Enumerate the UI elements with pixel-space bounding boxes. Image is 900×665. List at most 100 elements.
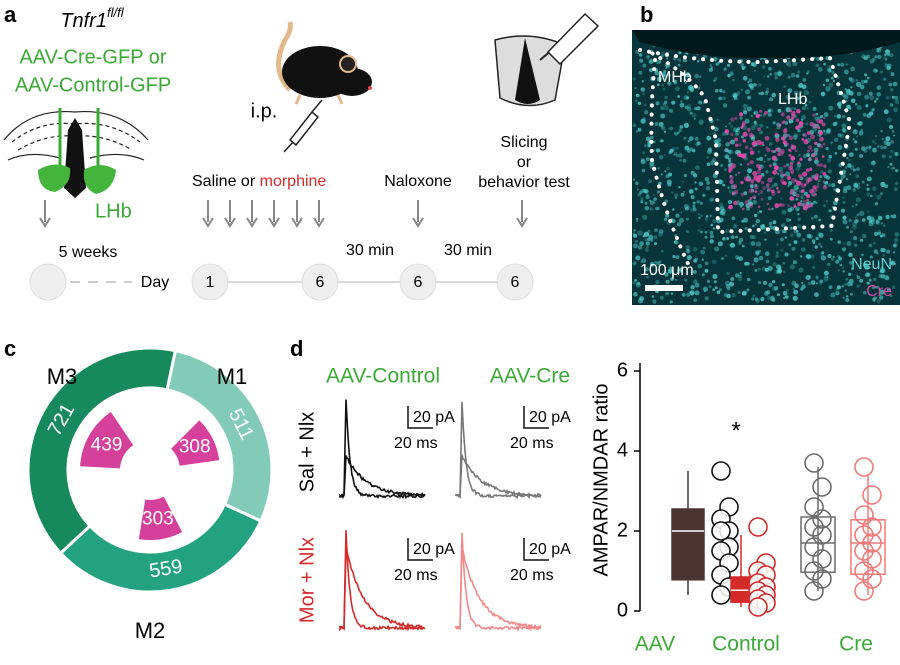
cell — [661, 71, 667, 76]
data-point — [812, 549, 832, 569]
cre-cell — [740, 126, 744, 129]
cell — [876, 194, 882, 200]
cell — [848, 218, 852, 223]
cell — [814, 245, 818, 249]
cre-cell — [813, 150, 817, 153]
genotype: Tnfr1fl/fl — [60, 5, 124, 32]
cell — [678, 217, 685, 223]
cell — [675, 278, 678, 282]
cell — [793, 240, 798, 244]
cell — [730, 235, 735, 240]
cell — [763, 280, 767, 285]
cell — [674, 131, 679, 136]
cell — [678, 186, 681, 189]
cell — [649, 68, 653, 73]
cell — [800, 196, 804, 200]
cell — [795, 229, 799, 233]
cell — [703, 286, 708, 292]
cell — [699, 230, 703, 234]
cell — [688, 136, 694, 142]
cell — [709, 214, 712, 217]
cell — [886, 117, 892, 123]
cell — [710, 197, 715, 202]
cell — [860, 129, 863, 132]
cre-cell — [730, 132, 734, 136]
cre-cell — [741, 207, 745, 211]
cell — [893, 262, 897, 266]
cell — [855, 197, 861, 203]
cell — [688, 189, 694, 194]
cell — [693, 270, 697, 274]
cre-cell — [806, 198, 809, 202]
cell — [661, 83, 664, 87]
cell — [694, 107, 698, 111]
cell — [667, 182, 672, 187]
x-tick-label: Control — [712, 633, 780, 656]
arrow-head — [268, 217, 280, 228]
cell — [846, 281, 852, 287]
cell — [768, 221, 773, 226]
cell — [895, 169, 899, 173]
cell — [834, 151, 838, 155]
cell — [840, 208, 846, 213]
cell — [718, 217, 724, 223]
cell — [634, 279, 637, 282]
value-label: 439 — [91, 434, 123, 455]
cre-cell — [786, 204, 790, 208]
cell — [739, 271, 742, 275]
cell — [646, 193, 650, 197]
cre-cell — [817, 126, 821, 130]
cell — [772, 220, 777, 225]
cell — [722, 103, 728, 108]
cell — [760, 297, 765, 302]
cell — [826, 128, 831, 133]
cell — [650, 272, 654, 276]
cell — [859, 238, 864, 242]
cell — [791, 280, 797, 286]
cell — [673, 240, 678, 244]
cell — [684, 81, 688, 85]
cell — [866, 281, 870, 285]
cre-cell — [806, 130, 812, 136]
current-trace — [339, 455, 426, 500]
cell — [702, 193, 706, 197]
cell — [892, 166, 895, 170]
cre-cell — [799, 157, 803, 161]
cell — [773, 182, 778, 187]
cell — [872, 286, 875, 290]
cell — [668, 172, 673, 177]
cell — [689, 111, 693, 115]
cre-cell — [749, 160, 754, 165]
cre-cell — [759, 190, 764, 194]
current-trace — [455, 546, 542, 630]
cell — [642, 188, 647, 193]
cell — [658, 181, 662, 186]
cell — [849, 173, 852, 176]
cell — [651, 295, 655, 298]
cell — [877, 54, 882, 60]
cell — [793, 107, 797, 111]
cell — [812, 106, 817, 111]
cre-cell — [742, 139, 746, 143]
cre-cell — [752, 171, 758, 176]
cell — [781, 223, 786, 228]
cell — [883, 56, 888, 61]
cell — [640, 159, 646, 165]
cell — [864, 94, 870, 100]
cell — [655, 101, 660, 106]
cell — [874, 202, 879, 206]
cell — [679, 125, 684, 129]
cell — [846, 157, 849, 159]
cell — [668, 127, 671, 130]
cell — [752, 224, 755, 228]
cell — [776, 122, 780, 127]
cell — [664, 199, 668, 203]
cell — [842, 266, 845, 269]
cell — [648, 179, 653, 184]
cell — [827, 169, 832, 174]
cre-cell — [756, 139, 762, 145]
cre-cell — [822, 185, 828, 190]
cell — [833, 115, 836, 118]
cell — [872, 160, 876, 163]
